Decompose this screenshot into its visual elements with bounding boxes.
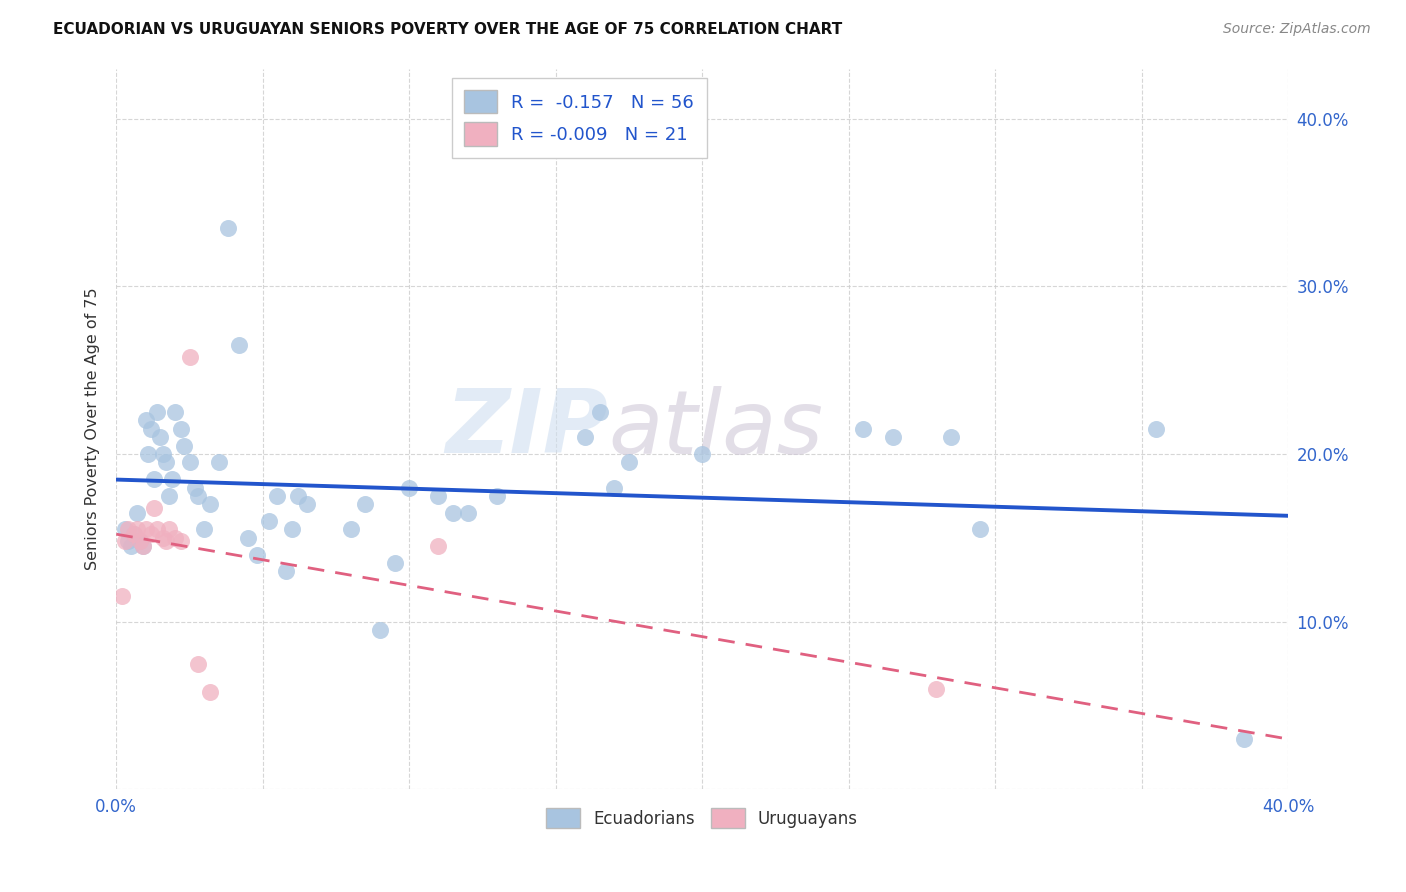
Point [155, 534, 177, 549]
Point [208, 455, 231, 469]
Point [163, 405, 186, 419]
Point [257, 514, 280, 528]
Point [117, 534, 139, 549]
Point [152, 447, 174, 461]
Point [339, 523, 361, 537]
Text: ECUADORIAN VS URUGUAYAN SENIORS POVERTY OVER THE AGE OF 75 CORRELATION CHART: ECUADORIAN VS URUGUAYAN SENIORS POVERTY … [53, 22, 842, 37]
Text: Source: ZipAtlas.com: Source: ZipAtlas.com [1223, 22, 1371, 37]
Point [287, 489, 309, 503]
Point [179, 455, 201, 469]
Point [149, 430, 172, 444]
Point [574, 430, 596, 444]
Point [173, 439, 195, 453]
Point [368, 623, 391, 637]
Point [925, 681, 948, 696]
Point [141, 422, 163, 436]
Point [398, 481, 420, 495]
Point [114, 523, 136, 537]
Point [131, 539, 153, 553]
Point [193, 523, 215, 537]
Point [155, 455, 177, 469]
Point [236, 531, 259, 545]
Point [441, 506, 464, 520]
Point [122, 527, 145, 541]
Point [187, 657, 209, 671]
Legend: Ecuadorians, Uruguayans: Ecuadorians, Uruguayans [540, 801, 865, 835]
Point [457, 506, 479, 520]
Point [354, 497, 377, 511]
Point [228, 338, 250, 352]
Point [427, 489, 450, 503]
Point [122, 527, 145, 541]
Point [1233, 731, 1256, 746]
Point [160, 472, 183, 486]
Point [179, 350, 201, 364]
Point [246, 548, 269, 562]
Point [384, 556, 406, 570]
Point [217, 220, 239, 235]
Y-axis label: Seniors Poverty Over the Age of 75: Seniors Poverty Over the Age of 75 [86, 287, 100, 570]
Point [617, 455, 640, 469]
Point [690, 447, 713, 461]
Point [588, 405, 610, 419]
Point [170, 422, 193, 436]
Point [143, 500, 166, 515]
Point [125, 506, 148, 520]
Point [281, 523, 304, 537]
Point [146, 523, 169, 537]
Point [111, 590, 134, 604]
Point [157, 523, 180, 537]
Point [187, 489, 209, 503]
Point [128, 534, 150, 549]
Text: ZIP: ZIP [446, 385, 609, 473]
Point [184, 481, 207, 495]
Point [939, 430, 962, 444]
Point [135, 523, 157, 537]
Point [163, 531, 186, 545]
Point [117, 523, 139, 537]
Point [141, 527, 163, 541]
Point [969, 523, 991, 537]
Point [135, 413, 157, 427]
Point [198, 685, 221, 699]
Point [1144, 422, 1167, 436]
Point [198, 497, 221, 511]
Point [131, 539, 153, 553]
Point [125, 523, 148, 537]
Point [120, 539, 142, 553]
Point [427, 539, 450, 553]
Point [266, 489, 288, 503]
Point [276, 565, 298, 579]
Point [295, 497, 318, 511]
Point [128, 534, 150, 549]
Text: atlas: atlas [609, 386, 824, 472]
Point [152, 531, 174, 545]
Point [143, 472, 166, 486]
Point [146, 405, 169, 419]
Point [170, 534, 193, 549]
Point [157, 489, 180, 503]
Point [603, 481, 626, 495]
Point [138, 447, 160, 461]
Point [486, 489, 509, 503]
Point [882, 430, 904, 444]
Point [852, 422, 875, 436]
Point [114, 534, 136, 549]
